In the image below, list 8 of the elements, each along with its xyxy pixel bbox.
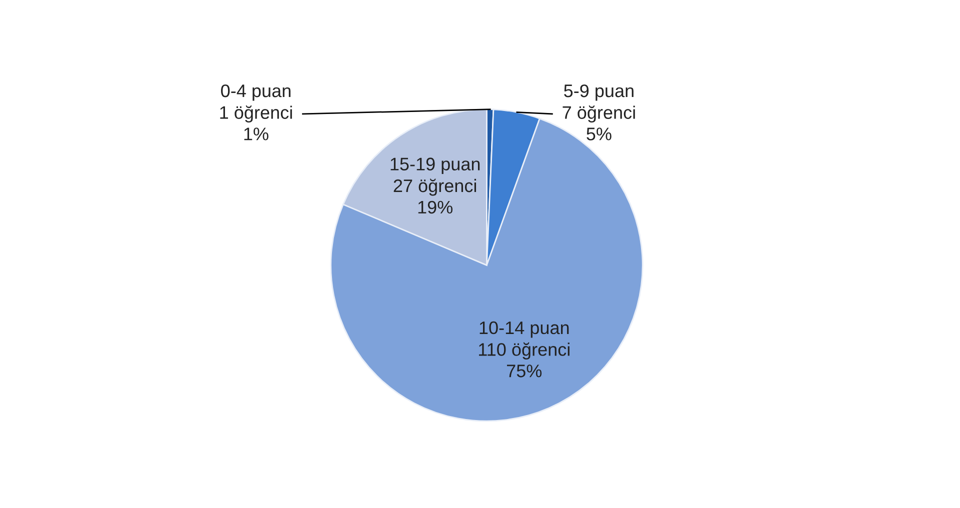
data-label: 1 öğrenci 1% (220, 105, 292, 140)
data-label: 27 öğrenci 19% (394, 178, 476, 214)
data-label: 110 öğrenci 75% (479, 342, 570, 378)
slice-label: 15-19 puan (390, 158, 480, 174)
data-label: 7 öğrenci 5% (562, 105, 635, 140)
slice-label: 0-4 puan (221, 84, 290, 101)
slice-label: 5-9 puan (564, 84, 634, 101)
slice-label: 10-14 puan (480, 321, 569, 338)
